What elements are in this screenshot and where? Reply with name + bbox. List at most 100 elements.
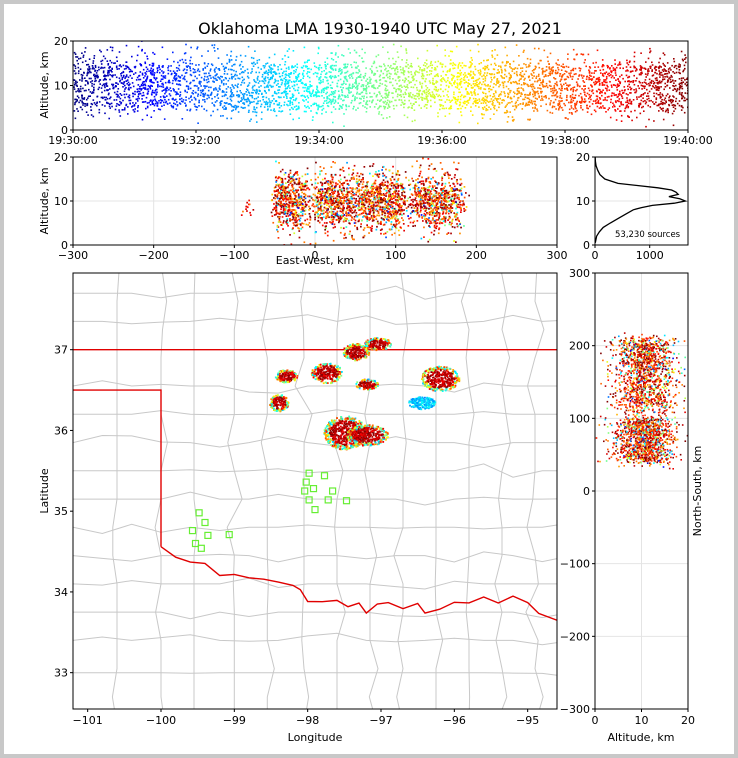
source-point — [293, 70, 295, 72]
source-point — [648, 78, 651, 81]
source-point — [367, 189, 370, 191]
source-point — [614, 72, 617, 74]
source-point — [355, 181, 358, 184]
source-point — [297, 215, 300, 218]
source-point — [93, 74, 95, 77]
source-point — [123, 68, 126, 70]
source-point — [479, 73, 481, 76]
source-point — [551, 87, 554, 90]
source-point — [489, 118, 492, 120]
source-point — [655, 88, 658, 91]
source-point — [206, 75, 209, 78]
source-point — [213, 81, 215, 83]
source-point — [685, 78, 688, 80]
source-point — [489, 73, 492, 76]
source-point — [232, 63, 235, 66]
source-point — [243, 103, 246, 105]
source-point — [226, 62, 228, 65]
y-tick-label: 0 — [61, 124, 68, 137]
source-point — [291, 101, 294, 104]
source-point — [500, 91, 503, 93]
source-point — [96, 75, 98, 78]
source-point — [159, 68, 161, 71]
source-point — [304, 105, 306, 107]
source-point — [184, 52, 187, 54]
source-point — [668, 103, 670, 106]
source-point — [623, 110, 626, 112]
source-point — [551, 106, 554, 109]
source-point — [175, 93, 177, 96]
source-point — [347, 88, 350, 90]
source-point — [364, 88, 366, 91]
source-point — [267, 105, 269, 108]
source-point — [541, 90, 543, 93]
source-point — [189, 87, 192, 90]
source-point — [576, 100, 578, 103]
source-point — [332, 98, 335, 101]
source-point — [378, 79, 381, 82]
source-point — [372, 206, 375, 208]
source-point — [307, 105, 309, 108]
source-point — [270, 109, 272, 111]
source-point — [650, 65, 652, 68]
source-point — [170, 73, 173, 76]
source-point — [538, 95, 540, 97]
source-point — [442, 90, 444, 93]
source-point — [542, 70, 545, 73]
source-point — [216, 108, 219, 111]
source-point — [459, 98, 462, 101]
source-point — [471, 63, 473, 65]
source-point — [513, 72, 516, 75]
source-point — [127, 106, 129, 108]
source-point — [590, 113, 593, 116]
source-point — [214, 96, 216, 98]
source-point — [147, 90, 150, 92]
source-point — [417, 57, 419, 60]
source-point — [315, 102, 317, 105]
source-point — [93, 83, 95, 86]
source-point — [262, 98, 264, 101]
source-point — [79, 99, 82, 102]
source-point — [638, 103, 640, 105]
source-point — [355, 71, 358, 74]
source-point — [140, 84, 143, 87]
source-point — [284, 85, 287, 87]
source-point — [672, 95, 674, 97]
source-point — [680, 77, 683, 80]
source-point — [145, 78, 148, 81]
source-point — [362, 60, 365, 63]
source-point — [650, 99, 652, 102]
source-point — [504, 106, 507, 108]
source-point — [96, 102, 98, 105]
source-point — [456, 211, 459, 214]
source-point — [498, 102, 501, 104]
source-point — [386, 186, 389, 189]
source-point — [462, 73, 465, 76]
source-point — [73, 110, 76, 112]
source-point — [108, 117, 110, 120]
source-point — [258, 86, 260, 88]
source-point — [670, 80, 673, 83]
source-point — [580, 107, 582, 109]
source-point — [222, 83, 225, 86]
source-point — [540, 99, 542, 101]
source-point — [75, 98, 77, 101]
source-point — [332, 100, 334, 103]
source-point — [213, 44, 216, 46]
source-point — [318, 95, 321, 98]
source-point — [355, 51, 358, 54]
source-point — [373, 72, 376, 75]
source-point — [415, 98, 417, 100]
source-point — [220, 102, 222, 105]
source-point — [562, 74, 564, 76]
source-point — [345, 104, 347, 106]
source-point — [662, 102, 665, 104]
source-point — [669, 76, 671, 79]
source-point — [361, 95, 363, 98]
source-point — [107, 72, 109, 74]
source-point — [418, 97, 420, 100]
source-point — [178, 83, 181, 86]
source-point — [291, 209, 293, 211]
source-point — [379, 99, 382, 102]
source-point — [471, 94, 473, 96]
